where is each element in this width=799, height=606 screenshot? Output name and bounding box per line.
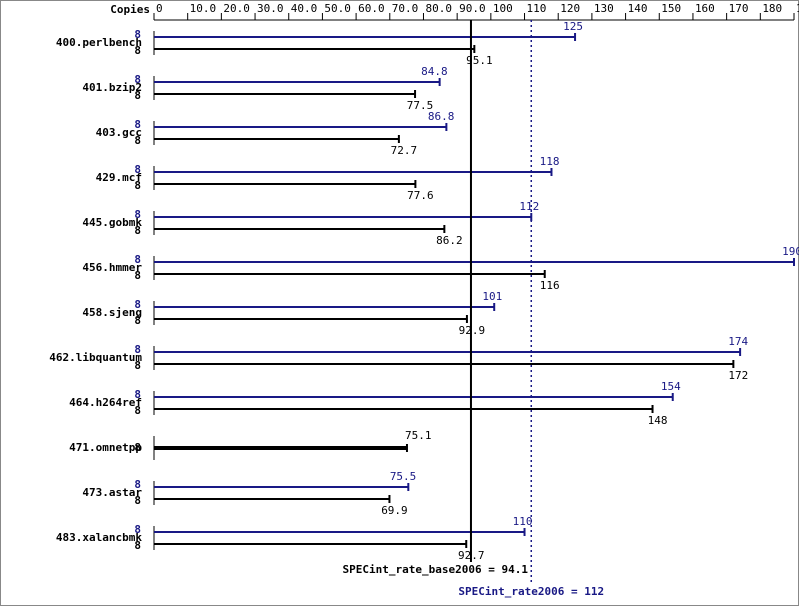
- value-label: 72.7: [391, 144, 418, 157]
- value-label: 84.8: [421, 65, 448, 78]
- copies-label: 8: [134, 404, 141, 417]
- copies-label: 8: [134, 134, 141, 147]
- value-label: 95.1: [466, 54, 493, 67]
- x-tick-label: 180: [762, 2, 782, 15]
- copies-label: 8: [134, 343, 141, 356]
- category-label: 483.xalancbmk: [56, 531, 142, 544]
- copies-label: 8: [134, 478, 141, 491]
- copies-label: 8: [134, 388, 141, 401]
- x-tick-label: 80.0: [425, 2, 452, 15]
- copies-label: 8: [134, 539, 141, 552]
- x-tick-label: 170: [729, 2, 749, 15]
- value-label: 86.2: [436, 234, 463, 247]
- copies-label: 8: [134, 118, 141, 131]
- value-label: 75.1: [405, 429, 432, 442]
- copies-label: 8: [134, 28, 141, 41]
- category-label: 464.h264ref: [69, 396, 142, 409]
- value-label: 174: [728, 335, 748, 348]
- copies-label: 8: [134, 298, 141, 311]
- x-tick-label: 130: [594, 2, 614, 15]
- x-tick-label: 50.0: [324, 2, 351, 15]
- category-label: 400.perlbench: [56, 36, 142, 49]
- copies-label: 8: [134, 494, 141, 507]
- copies-label: 8: [134, 269, 141, 282]
- value-label: 110: [513, 515, 533, 528]
- category-label: 473.astar: [82, 486, 142, 499]
- x-tick-label: 190: [796, 2, 799, 15]
- value-label: 101: [482, 290, 502, 303]
- x-tick-label: 40.0: [291, 2, 318, 15]
- value-label: 148: [648, 414, 668, 427]
- value-label: 154: [661, 380, 681, 393]
- x-tick-label: 110: [527, 2, 547, 15]
- copies-label: 8: [134, 224, 141, 237]
- category-label: 401.bzip2: [82, 81, 142, 94]
- copies-label: 8: [134, 359, 141, 372]
- x-tick-label: 10.0: [190, 2, 217, 15]
- x-tick-label: 150: [661, 2, 681, 15]
- copies-label: 8: [134, 314, 141, 327]
- copies-label: 8: [134, 441, 141, 454]
- copies-label: 8: [134, 179, 141, 192]
- category-label: 445.gobmk: [82, 216, 142, 229]
- category-label: 429.mcf: [96, 171, 142, 184]
- copies-label: 8: [134, 44, 141, 57]
- value-label: 172: [728, 369, 748, 382]
- axis-label: Copies: [110, 3, 150, 16]
- x-tick-label: 60.0: [358, 2, 385, 15]
- x-tick-label: 90.0: [459, 2, 486, 15]
- copies-label: 8: [134, 73, 141, 86]
- value-label: 86.8: [428, 110, 455, 123]
- copies-label: 8: [134, 523, 141, 536]
- category-label: 458.sjeng: [82, 306, 142, 319]
- category-label: 403.gcc: [96, 126, 142, 139]
- category-label: 462.libquantum: [49, 351, 142, 364]
- copies-label: 8: [134, 208, 141, 221]
- x-tick-label: 140: [628, 2, 648, 15]
- x-tick-label: 0: [156, 2, 163, 15]
- copies-label: 8: [134, 89, 141, 102]
- x-tick-label: 120: [560, 2, 580, 15]
- value-label: 75.5: [390, 470, 417, 483]
- x-tick-label: 100: [493, 2, 513, 15]
- reference-label: SPECint_rate2006 = 112: [458, 585, 604, 598]
- value-label: 77.5: [407, 99, 434, 112]
- x-tick-label: 20.0: [223, 2, 250, 15]
- x-tick-label: 160: [695, 2, 715, 15]
- value-label: 118: [540, 155, 560, 168]
- x-tick-label: 70.0: [392, 2, 419, 15]
- value-label: 69.9: [381, 504, 408, 517]
- value-label: 77.6: [407, 189, 434, 202]
- x-tick-label: 30.0: [257, 2, 284, 15]
- value-label: 112: [519, 200, 539, 213]
- value-label: 116: [540, 279, 560, 292]
- reference-label: SPECint_rate_base2006 = 94.1: [343, 563, 529, 576]
- category-label: 471.omnetpp: [69, 441, 142, 454]
- category-label: 456.hmmer: [82, 261, 142, 274]
- copies-label: 8: [134, 253, 141, 266]
- copies-label: 8: [134, 163, 141, 176]
- value-label: 190: [782, 245, 799, 258]
- value-label: 125: [563, 20, 583, 33]
